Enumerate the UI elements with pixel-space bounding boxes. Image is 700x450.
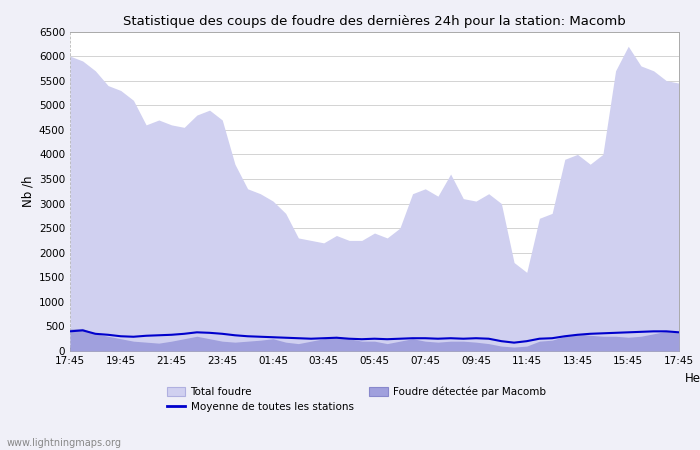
Text: Heure: Heure [685, 372, 700, 385]
Y-axis label: Nb /h: Nb /h [22, 176, 35, 207]
Title: Statistique des coups de foudre des dernières 24h pour la station: Macomb: Statistique des coups de foudre des dern… [123, 14, 626, 27]
Text: www.lightningmaps.org: www.lightningmaps.org [7, 438, 122, 448]
Legend: Total foudre, Moyenne de toutes les stations, Foudre détectée par Macomb: Total foudre, Moyenne de toutes les stat… [167, 387, 546, 413]
